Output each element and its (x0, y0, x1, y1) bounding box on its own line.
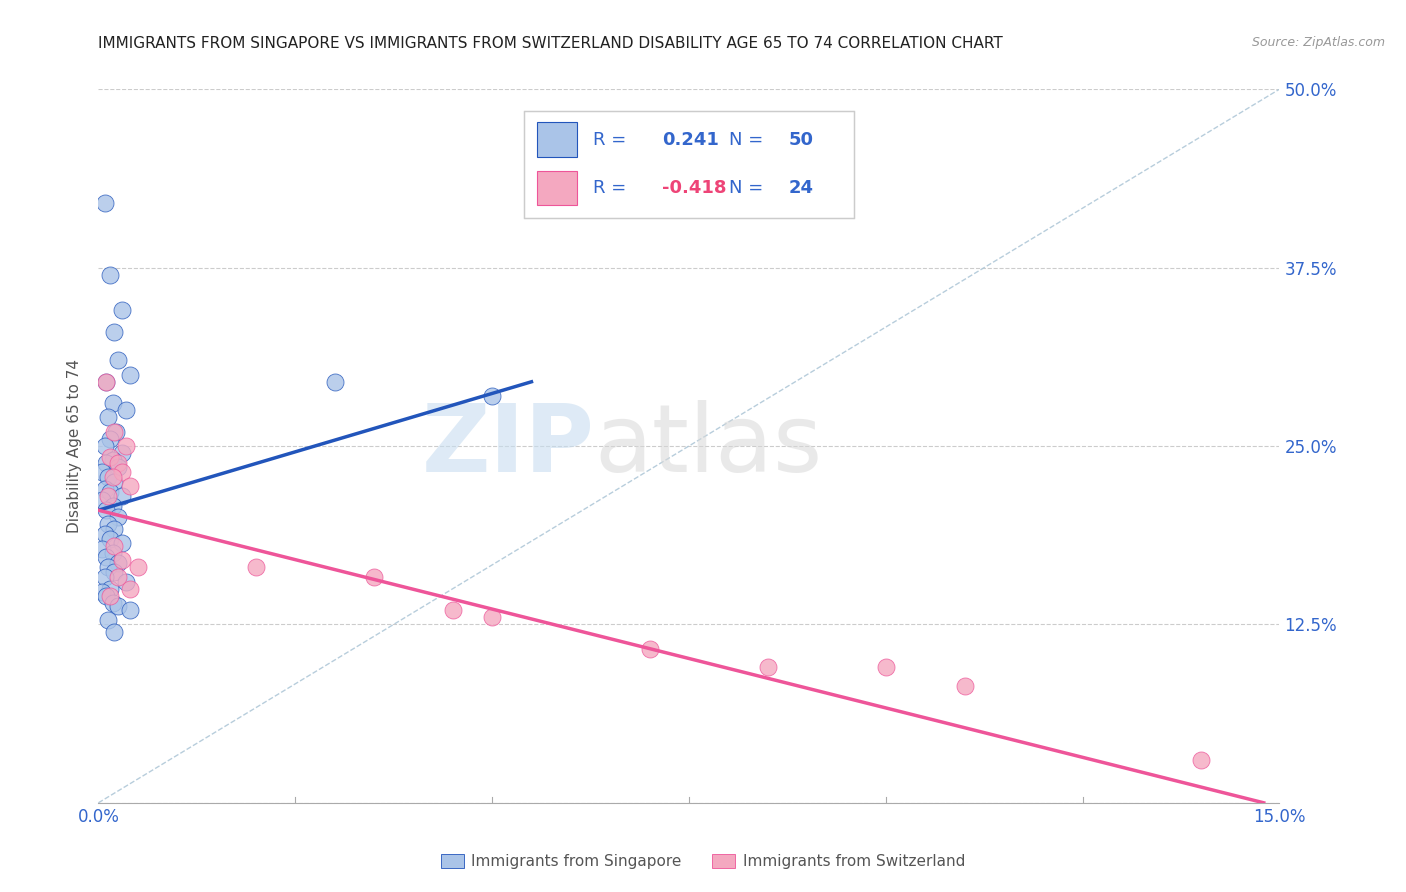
Point (107, 456, 129, 470)
Point (118, 368, 141, 382)
Point (96, 375, 118, 389)
Point (107, 570, 129, 584)
Point (97, 410, 120, 425)
Point (101, 499, 124, 513)
Point (98, 589, 121, 603)
Point (118, 582, 141, 596)
Text: ZIP: ZIP (422, 400, 595, 492)
Y-axis label: Disability Age 65 to 74: Disability Age 65 to 74 (67, 359, 83, 533)
Point (107, 510, 129, 524)
Point (93, 482, 115, 496)
Point (118, 479, 141, 493)
Point (481, 610, 503, 624)
Point (96, 503, 118, 517)
Point (111, 489, 134, 503)
Point (97, 489, 120, 503)
Point (115, 439, 138, 453)
Point (107, 353, 129, 368)
Point (101, 470, 124, 484)
Point (1189, 753, 1212, 767)
Point (98, 484, 121, 499)
Point (96, 550, 118, 565)
Point (91, 493, 114, 508)
Point (98, 268, 121, 282)
Point (107, 556, 129, 570)
Point (93, 196, 115, 211)
Point (875, 660, 897, 674)
Point (107, 460, 129, 475)
Point (111, 303, 134, 318)
Point (96, 456, 118, 470)
Legend: Immigrants from Singapore, Immigrants from Switzerland: Immigrants from Singapore, Immigrants fr… (434, 848, 972, 875)
Text: atlas: atlas (595, 400, 823, 492)
Point (97, 560, 120, 574)
Point (103, 325, 125, 339)
Point (118, 603, 141, 617)
Point (115, 574, 138, 589)
Point (98, 450, 121, 465)
Point (101, 596, 124, 610)
Point (638, 641, 661, 656)
Point (481, 389, 503, 403)
Point (101, 453, 124, 467)
Point (91, 541, 114, 556)
Text: Source: ZipAtlas.com: Source: ZipAtlas.com (1251, 36, 1385, 49)
Point (103, 475, 125, 489)
Point (111, 536, 134, 550)
Point (103, 522, 125, 536)
Point (98, 532, 121, 546)
Point (91, 584, 114, 599)
Point (953, 679, 976, 693)
Point (91, 465, 114, 479)
Point (97, 470, 120, 484)
Text: IMMIGRANTS FROM SINGAPORE VS IMMIGRANTS FROM SWITZERLAND DISABILITY AGE 65 TO 74: IMMIGRANTS FROM SINGAPORE VS IMMIGRANTS … (98, 36, 1002, 51)
Point (98, 432, 121, 446)
Point (111, 446, 134, 460)
Point (323, 375, 346, 389)
Point (441, 603, 464, 617)
Point (97, 613, 120, 627)
Point (107, 599, 129, 613)
Point (93, 570, 115, 584)
Point (96, 375, 118, 389)
Point (103, 425, 125, 439)
Point (111, 553, 134, 567)
Point (97, 517, 120, 532)
Point (103, 539, 125, 553)
Point (104, 425, 127, 439)
Point (103, 565, 125, 579)
Point (103, 624, 125, 639)
Point (93, 439, 115, 453)
Point (363, 570, 385, 584)
Point (127, 560, 149, 574)
Point (115, 403, 138, 417)
Point (93, 527, 115, 541)
Point (101, 396, 124, 410)
Point (245, 560, 267, 574)
Point (98, 582, 121, 596)
Point (96, 589, 118, 603)
Point (756, 660, 779, 674)
Point (111, 465, 134, 479)
Point (101, 546, 124, 560)
